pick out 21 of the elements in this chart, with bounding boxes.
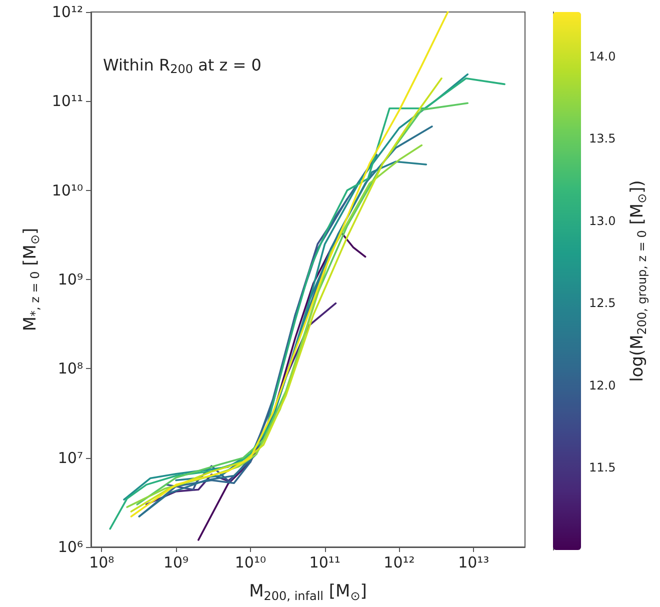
- x-tick-label: 10⁸: [89, 554, 114, 572]
- y-tick-label: 10¹²: [52, 3, 83, 21]
- color-bar-label: 12.5: [589, 296, 616, 310]
- color-bar-label: 11.5: [589, 460, 616, 475]
- y-tick-label: 10⁶: [58, 538, 83, 556]
- y-tick-label: 10⁹: [58, 270, 83, 288]
- color-bar-label: 13.0: [589, 214, 616, 228]
- y-axis-title: M*, z = 0 [M⊙]: [20, 228, 42, 332]
- x-tick-label: 10⁹: [163, 554, 189, 572]
- y-tick-label: 10⁷: [58, 448, 83, 467]
- x-tick-label: 10¹³: [458, 554, 490, 572]
- color-bar-label: 13.5: [589, 132, 616, 146]
- y-tick-label: 10¹¹: [52, 92, 83, 110]
- color-bar-title: log(M200, group, z = 0 [M⊙]): [628, 180, 649, 382]
- y-tick-label: 10¹⁰: [52, 181, 83, 200]
- color-bar-label: 14.0: [589, 49, 616, 64]
- color-bar-label: 12.0: [589, 378, 616, 392]
- x-tick-label: 10¹²: [384, 554, 415, 572]
- x-tick-label: 10¹⁰: [234, 554, 266, 572]
- y-tick-label: 10⁸: [58, 360, 83, 378]
- x-tick-label: 10¹¹: [309, 554, 340, 572]
